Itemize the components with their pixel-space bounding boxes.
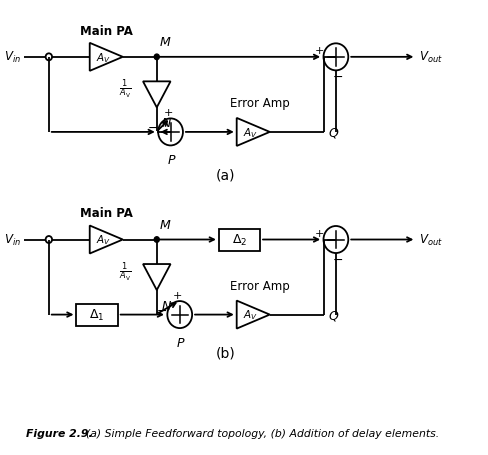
Text: +: + <box>314 228 324 238</box>
Text: $N$: $N$ <box>161 116 172 130</box>
Text: Main PA: Main PA <box>80 207 132 220</box>
Text: $\Delta_1$: $\Delta_1$ <box>89 308 104 323</box>
Text: $V_{\mathregular{out}}$: $V_{\mathregular{out}}$ <box>418 50 442 65</box>
Text: (a): (a) <box>216 168 235 182</box>
Text: Main PA: Main PA <box>80 25 132 38</box>
Circle shape <box>154 55 159 61</box>
Bar <box>76 304 118 326</box>
Text: $A_{\mathregular{V}}$: $A_{\mathregular{V}}$ <box>96 233 111 247</box>
Text: −: − <box>332 71 343 84</box>
Text: $A_{\mathregular{V}}$: $A_{\mathregular{V}}$ <box>243 308 258 322</box>
Text: $V_{\mathregular{out}}$: $V_{\mathregular{out}}$ <box>418 233 442 248</box>
Text: −: − <box>332 253 343 266</box>
Text: +: + <box>314 46 324 56</box>
Text: $\Delta_2$: $\Delta_2$ <box>231 233 246 248</box>
Text: $A_{\mathregular{V}}$: $A_{\mathregular{V}}$ <box>96 51 111 65</box>
Text: −: − <box>147 122 158 135</box>
Text: $\frac{1}{A_{\mathregular{V}}}$: $\frac{1}{A_{\mathregular{V}}}$ <box>119 260 131 283</box>
Text: $M$: $M$ <box>159 36 171 49</box>
Circle shape <box>154 237 159 243</box>
Text: Error Amp: Error Amp <box>230 96 289 110</box>
Text: $M$: $M$ <box>158 218 171 232</box>
Text: $P$: $P$ <box>166 154 176 167</box>
Bar <box>218 229 260 251</box>
Text: Figure 2.9.: Figure 2.9. <box>26 428 92 438</box>
Text: $\frac{1}{A_{\mathregular{V}}}$: $\frac{1}{A_{\mathregular{V}}}$ <box>119 78 131 101</box>
Text: Error Amp: Error Amp <box>230 279 289 292</box>
Text: $V_{\mathregular{in}}$: $V_{\mathregular{in}}$ <box>4 50 21 65</box>
Text: $N$: $N$ <box>161 299 172 312</box>
Text: +: + <box>173 290 182 300</box>
Text: $Q$: $Q$ <box>327 308 339 322</box>
Text: $Q$: $Q$ <box>327 126 339 140</box>
Text: (a) Simple Feedforward topology, (b) Addition of delay elements.: (a) Simple Feedforward topology, (b) Add… <box>85 428 438 438</box>
Text: +: + <box>163 108 173 118</box>
Text: $V_{\mathregular{in}}$: $V_{\mathregular{in}}$ <box>4 233 21 248</box>
Text: (b): (b) <box>215 345 235 359</box>
Text: $A_{\mathregular{V}}$: $A_{\mathregular{V}}$ <box>243 126 258 140</box>
Text: $P$: $P$ <box>176 336 185 349</box>
Text: −: − <box>156 304 167 318</box>
